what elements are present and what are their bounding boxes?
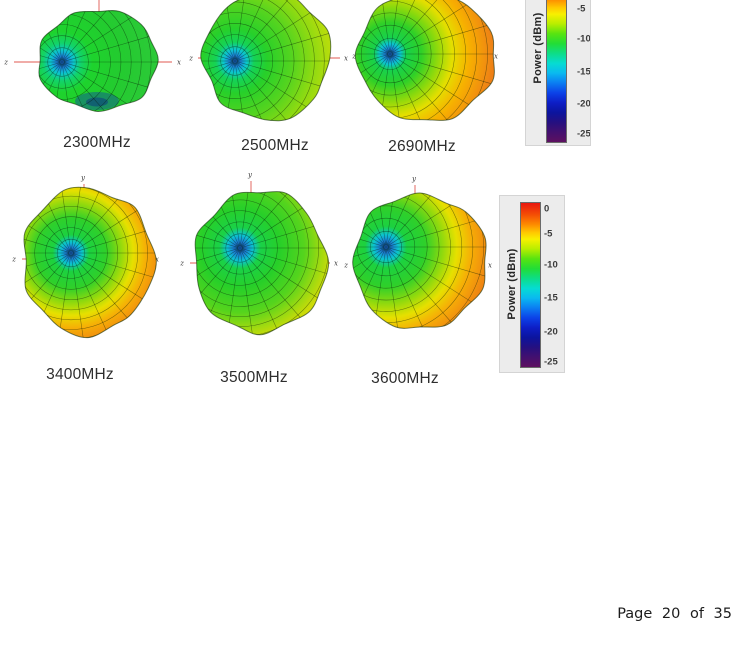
pattern-surface xyxy=(352,192,487,329)
colorbar-tick: -25 xyxy=(577,128,591,140)
colorbar-gradient xyxy=(546,0,567,143)
colorbar-tick: -5 xyxy=(577,3,586,15)
pattern-mesh xyxy=(23,187,157,338)
figure-caption-3500mhz: 3500MHz xyxy=(220,369,288,386)
axis-label-z: z xyxy=(179,260,184,268)
radiation-pattern-3500mhz: z x y xyxy=(179,171,338,336)
colorbar-tick: -20 xyxy=(544,326,558,338)
axis-label-z: z xyxy=(3,59,8,67)
figure-caption-2500mhz: 2500MHz xyxy=(241,137,309,154)
axis-label-x: x xyxy=(155,256,159,264)
colorbar-tick: -20 xyxy=(577,98,591,110)
pattern-surface xyxy=(200,0,332,122)
axis-label-z: z xyxy=(343,262,348,270)
radiation-pattern-3400mhz: z x y xyxy=(11,174,159,339)
figure-caption-2690mhz: 2690MHz xyxy=(388,138,456,155)
figure-caption-3600mhz: 3600MHz xyxy=(371,370,439,387)
pattern-surface xyxy=(38,9,159,113)
colorbar-tick: -10 xyxy=(544,259,558,271)
power-colorbar-bottom: Power (dBm) 0 -5 -10 -15 -20 -25 xyxy=(499,195,565,373)
axis-label-z: z xyxy=(188,55,193,63)
axis-label-y: y xyxy=(247,171,253,179)
pattern-surface xyxy=(194,191,330,336)
axis-label-x: x xyxy=(494,53,498,61)
axis-label-x: x xyxy=(334,260,338,268)
axis-label-y: y xyxy=(80,174,86,182)
colorbar-tick: -15 xyxy=(544,292,558,304)
axis-label-x: x xyxy=(344,55,348,63)
colorbar-axis-label: Power (dBm) xyxy=(532,12,544,84)
colorbar-gradient xyxy=(520,202,541,368)
colorbar-tick: -25 xyxy=(544,356,558,368)
radiation-pattern-3600mhz: z x y xyxy=(343,175,492,329)
colorbar-tick: -15 xyxy=(577,66,591,78)
axis-label-z: z xyxy=(351,53,356,61)
colorbar-tick: -5 xyxy=(544,228,553,240)
power-colorbar-top: Power (dBm) -5 -10 -15 -20 -25 xyxy=(525,0,591,146)
axis-label-x: x xyxy=(177,59,181,67)
colorbar-axis-label: Power (dBm) xyxy=(506,248,518,320)
figure-caption-2300mhz: 2300MHz xyxy=(63,134,131,151)
axis-label-x: x xyxy=(488,262,492,270)
axis-label-y: y xyxy=(411,175,417,183)
colorbar-tick: -10 xyxy=(577,33,591,45)
page-number: Page 20 of 35 xyxy=(617,606,732,622)
colorbar-tick: 0 xyxy=(544,203,550,215)
pattern-surface xyxy=(23,186,157,339)
figure-caption-3400mhz: 3400MHz xyxy=(46,366,114,383)
axis-label-z: z xyxy=(11,256,16,264)
pattern-surface xyxy=(354,0,495,121)
